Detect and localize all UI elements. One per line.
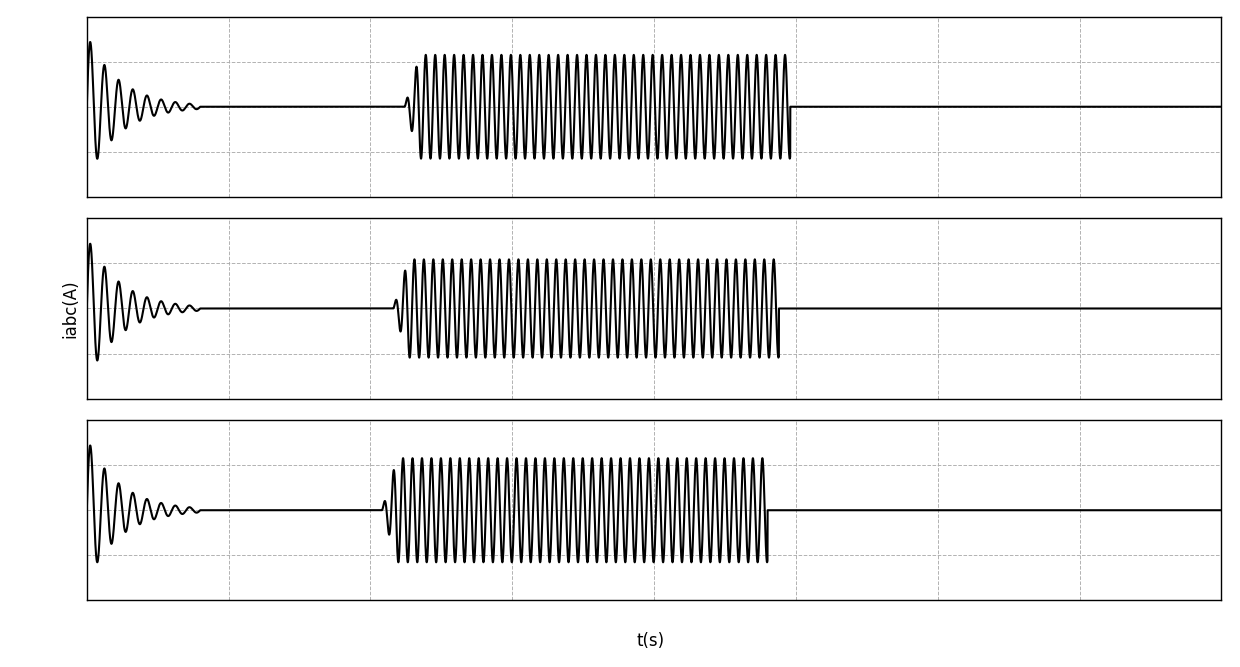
Text: t(s): t(s) bbox=[637, 632, 665, 650]
Y-axis label: iabc(A): iabc(A) bbox=[62, 279, 79, 338]
